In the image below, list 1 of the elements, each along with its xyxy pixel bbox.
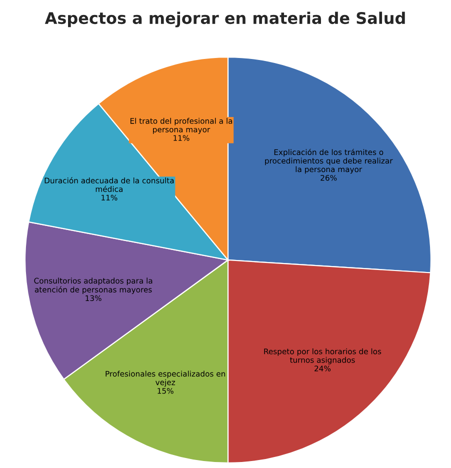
chart-title: Aspectos a mejorar en materia de Salud: [44, 12, 405, 28]
